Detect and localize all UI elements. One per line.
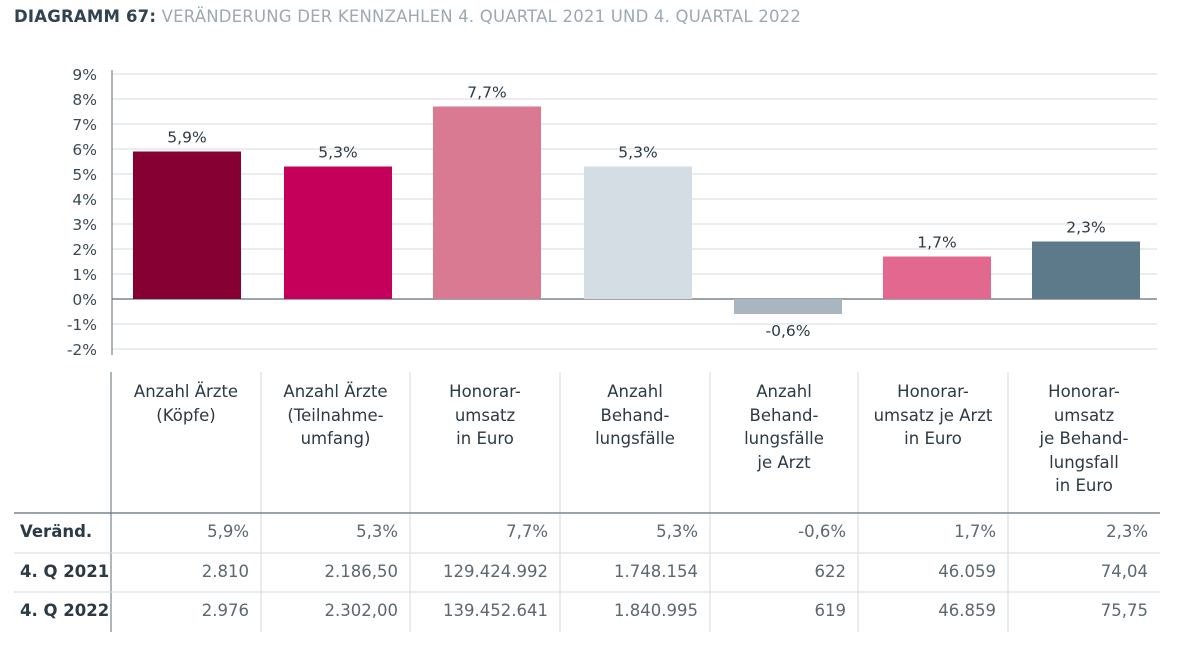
chart-title: DIAGRAMM 67: VERÄNDERUNG DER KENNZAHLEN … xyxy=(14,7,801,26)
table-cell: 1.748.154 xyxy=(614,562,698,581)
chart-title-prefix: DIAGRAMM 67: xyxy=(14,7,157,26)
header-line: Honorar- xyxy=(1048,382,1120,401)
header-line: lungsfälle xyxy=(595,429,675,448)
header-line: Honorar- xyxy=(449,382,521,401)
table-cell: 2.976 xyxy=(201,601,249,620)
table-cell: 46.859 xyxy=(938,601,996,620)
header-line: lungsfälle xyxy=(744,429,824,448)
table-cell: 5,3% xyxy=(656,522,698,541)
table-column-header: Honorar-umsatz je Arzt in Euro xyxy=(858,380,1008,451)
table-column-header: Anzahl Ärzte (Köpfe) xyxy=(111,380,261,427)
table-cell: 619 xyxy=(814,601,847,620)
y-tick-label: 8% xyxy=(72,91,97,109)
y-tick-label: 3% xyxy=(72,216,97,234)
header-line: Anzahl xyxy=(607,382,663,401)
header-line: Anzahl Ärzte xyxy=(283,382,388,401)
table-column-header: Anzahl Behand-lungsfälle je Arzt xyxy=(710,380,858,474)
bar xyxy=(1032,241,1140,299)
y-tick-label: -2% xyxy=(67,341,97,359)
table-cell: 2.302,00 xyxy=(324,601,398,620)
table-cell: 129.424.992 xyxy=(443,562,548,581)
header-line: Behand- xyxy=(749,405,819,425)
header-line: umsatz xyxy=(1053,405,1115,425)
table-column-header: Anzahl Ärzte (Teilnahme-umfang) xyxy=(261,380,410,451)
header-line: in Euro xyxy=(456,429,514,448)
y-tick-label: 4% xyxy=(72,191,97,209)
header-line: Honorar- xyxy=(897,382,969,401)
bar xyxy=(433,106,541,299)
header-line: Anzahl xyxy=(756,382,812,401)
data-label: 7,7% xyxy=(467,84,506,102)
table-cell: 1,7% xyxy=(954,522,996,541)
table-cell: 5,9% xyxy=(207,522,249,541)
table-column-header: Honorar-umsatz in Euro xyxy=(410,380,560,451)
bar xyxy=(284,166,392,299)
y-tick-label: 7% xyxy=(72,116,97,134)
header-line: Behand- xyxy=(600,405,670,425)
table-cell: 74,04 xyxy=(1100,562,1148,581)
data-label: 1,7% xyxy=(917,234,956,252)
bar xyxy=(133,151,241,299)
data-label: 5,3% xyxy=(618,144,657,162)
data-label: 2,3% xyxy=(1066,219,1105,237)
y-tick-label: 6% xyxy=(72,141,97,159)
header-line: umsatz je Arzt xyxy=(873,405,993,425)
header-line: (Teilnahme- xyxy=(287,405,384,425)
table-cell: 75,75 xyxy=(1100,601,1148,620)
y-tick-label: 5% xyxy=(72,166,97,184)
header-line: (Köpfe) xyxy=(156,405,216,425)
header-line: umsatz xyxy=(454,405,516,425)
chart-title-text: VERÄNDERUNG DER KENNZAHLEN 4. QUARTAL 20… xyxy=(161,7,802,26)
table-cell: 139.452.641 xyxy=(443,601,548,620)
header-line: in Euro xyxy=(904,429,962,448)
table-cell: 2.810 xyxy=(201,562,249,581)
table-cell: 2.186,50 xyxy=(324,562,398,581)
data-label: -0,6% xyxy=(766,322,811,340)
table-cell: -0,6% xyxy=(798,522,846,541)
table-cell: 7,7% xyxy=(506,522,548,541)
y-tick-label: 2% xyxy=(72,241,97,259)
bar xyxy=(883,256,991,299)
table-column-header: Anzahl Behand-lungsfälle xyxy=(560,380,710,451)
table-row-label: 4. Q 2022 xyxy=(20,601,110,620)
table-row-label: 4. Q 2021 xyxy=(20,562,110,581)
y-tick-label: 0% xyxy=(72,291,97,309)
y-tick-label: -1% xyxy=(67,316,97,334)
table-cell: 46.059 xyxy=(938,562,996,581)
header-line: in Euro xyxy=(1055,476,1113,495)
data-label: 5,9% xyxy=(167,129,206,147)
header-line: umfang) xyxy=(300,429,371,448)
table-cell: 5,3% xyxy=(356,522,398,541)
table-column-header: Honorar-umsatz je Behand-lungsfall in Euro xyxy=(1008,380,1160,498)
bar xyxy=(584,166,692,299)
header-line: je Behand- xyxy=(1039,429,1129,448)
bar xyxy=(734,299,842,314)
table-cell: 2,3% xyxy=(1106,522,1148,541)
header-line: Anzahl Ärzte xyxy=(133,382,239,401)
y-tick-label: 1% xyxy=(72,266,97,284)
data-label: 5,3% xyxy=(318,144,357,162)
y-tick-label: 9% xyxy=(72,66,97,84)
table-row-label: Veränd. xyxy=(20,522,93,541)
table-cell: 622 xyxy=(814,562,847,581)
table-cell: 1.840.995 xyxy=(614,601,698,620)
header-line: lungsfall xyxy=(1049,452,1119,472)
header-line: je Arzt xyxy=(757,452,811,472)
